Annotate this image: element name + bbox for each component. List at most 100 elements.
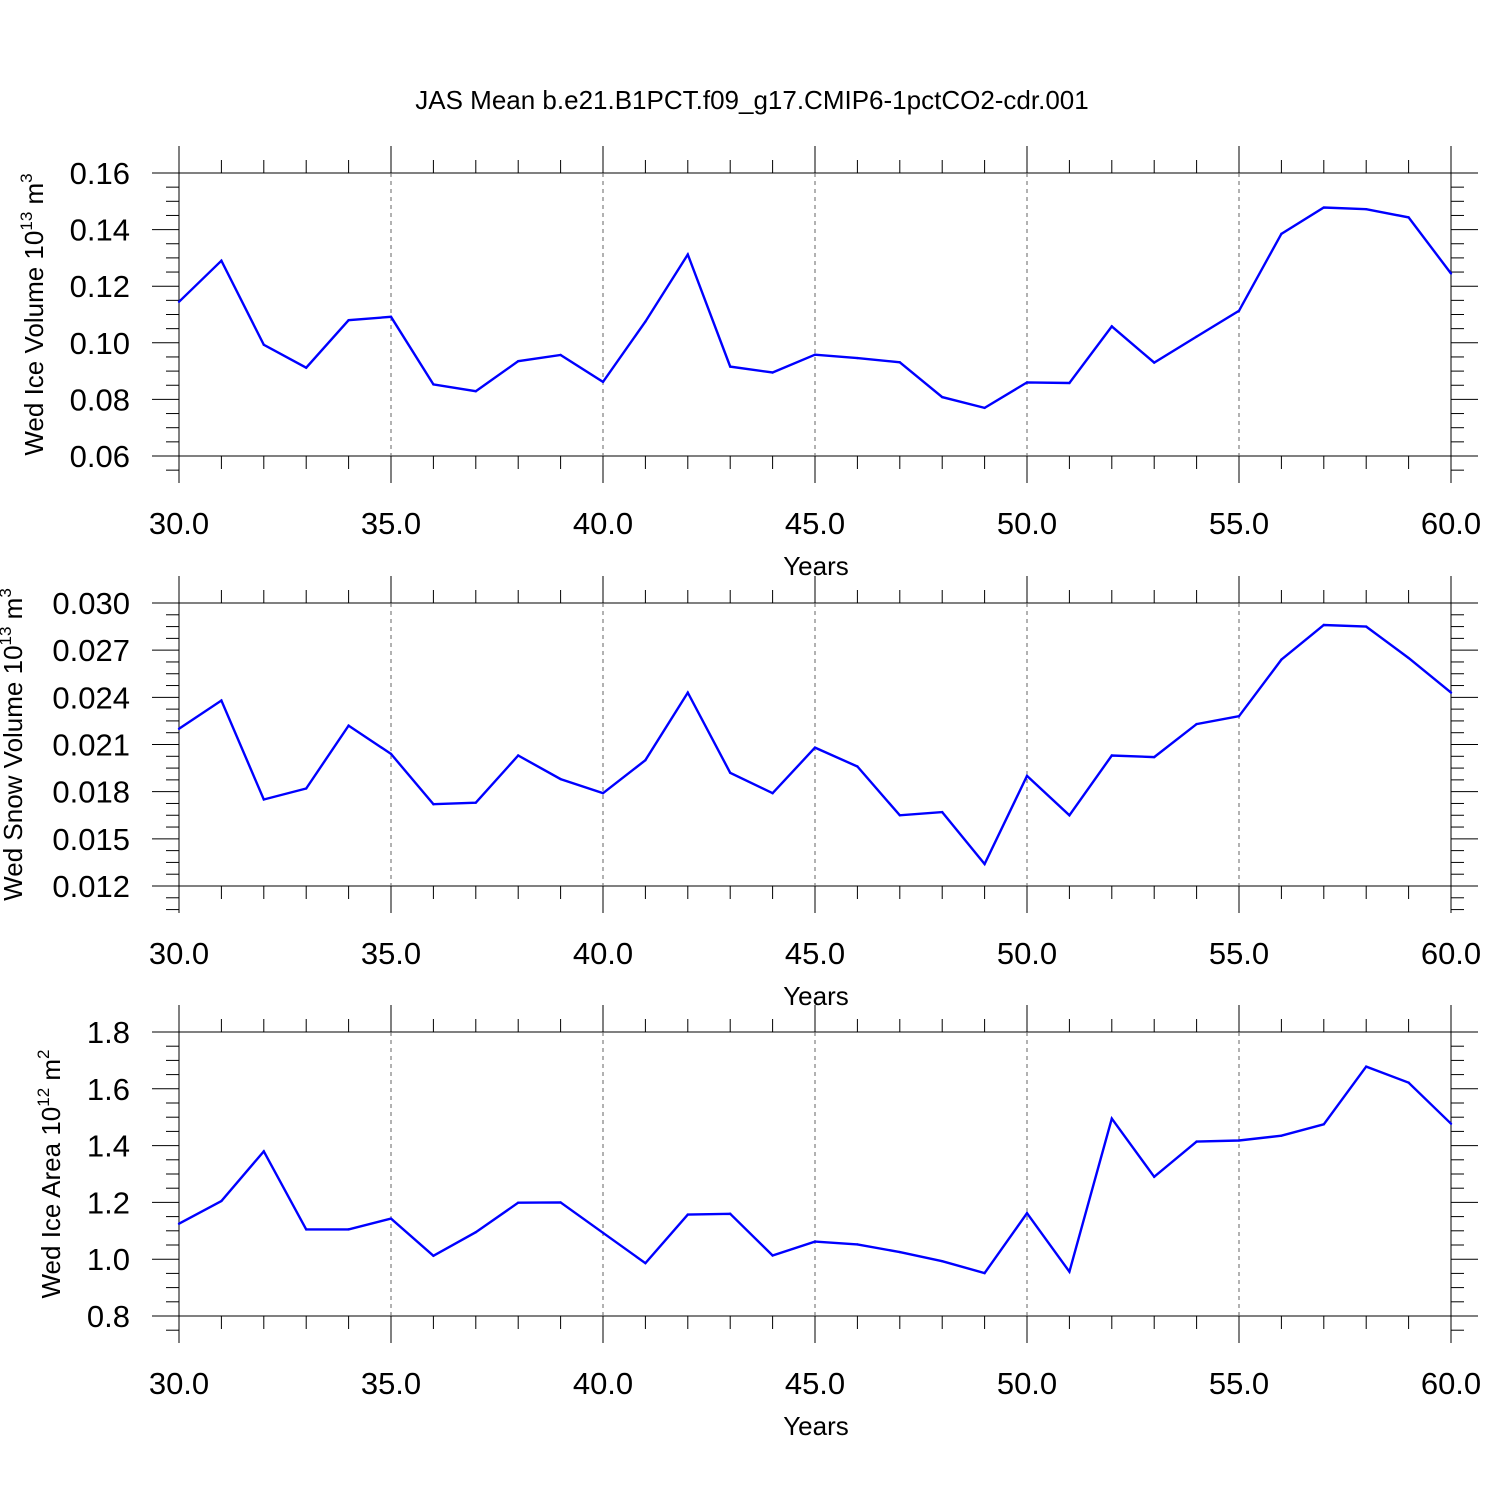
x-tick-label: 35.0 [361,506,421,541]
data-point [1153,1175,1156,1179]
x-tick-label: 35.0 [361,1366,421,1401]
data-point [1322,1123,1326,1126]
data-point [1365,208,1368,211]
data-point [474,1231,477,1234]
data-point [177,300,181,303]
y-axis-label: Wed Ice Volume 1013 m3 [17,173,49,455]
data-point [517,1201,520,1204]
data-point [559,777,562,781]
x-axis-label: Years [783,1411,849,1441]
data-point [1280,658,1283,661]
data-point [347,1228,350,1231]
data-point [177,727,181,730]
data-point [220,1199,223,1203]
data-point [1322,206,1326,209]
data-point [644,759,647,762]
data-point [1280,1134,1283,1137]
x-tick-label: 30.0 [149,1366,209,1401]
data-point [1025,774,1029,778]
data-point [686,1213,689,1216]
x-tick-label: 60.0 [1421,1366,1481,1401]
y-tick-label: 1.2 [87,1185,130,1220]
y-tick-label: 0.10 [70,326,130,361]
data-point [729,365,732,368]
data-point [347,318,350,322]
y-tick-label: 0.024 [52,680,130,715]
y-tick-label: 0.06 [70,439,130,474]
data-point [1068,381,1071,385]
data-point [983,406,986,410]
y-tick-label: 0.08 [70,382,130,417]
y-tick-label: 0.14 [70,213,130,248]
x-tick-label: 50.0 [997,1366,1057,1401]
data-point [1407,656,1410,660]
data-point [474,801,477,804]
x-tick-label: 30.0 [149,506,209,541]
data-point [517,359,520,363]
data-point [1365,1065,1368,1068]
data-point [813,746,817,749]
y-tick-label: 0.012 [52,869,130,904]
data-point [1195,722,1198,726]
data-point [856,765,859,768]
data-point [432,1254,435,1257]
x-tick-label: 45.0 [785,1366,845,1401]
data-point [898,1250,901,1254]
data-point [813,1240,817,1243]
y-tick-label: 0.027 [52,633,130,668]
data-point [1365,625,1368,628]
data-point [601,380,605,384]
data-point [1280,232,1283,236]
panel-2: 30.0 35.0 40.0 45.0 50.0 55.0 60.0 0.012 0.015 0.… [0,576,1481,1011]
y-axis-label: Wed Snow Volume 1013 m3 [0,588,28,901]
data-point [1110,1117,1114,1120]
data-point [305,787,308,790]
data-point [1110,325,1114,328]
data-point [856,1243,859,1246]
x-tick-label: 40.0 [573,1366,633,1401]
data-point [1153,755,1156,759]
x-tick-label: 50.0 [997,506,1057,541]
y-tick-label: 1.8 [87,1015,130,1050]
x-tick-label: 35.0 [361,936,421,971]
data-point [1237,309,1241,313]
data-point [686,253,689,256]
data-point [220,259,223,262]
data-point [1237,1139,1241,1142]
x-tick-label: 60.0 [1421,506,1481,541]
data-point [644,1261,647,1265]
data-point [1195,1140,1198,1143]
data-point [856,356,859,360]
data-point [1449,691,1453,694]
x-axis-label: Years [783,551,849,581]
data-point [983,862,986,866]
y-tick-label: 1.4 [87,1129,130,1164]
chart-title: JAS Mean b.e21.B1PCT.f09_g17.CMIP6-1pctC… [415,85,1088,115]
data-point [771,371,774,374]
y-tick-label: 0.015 [52,822,130,857]
data-point [1237,715,1241,718]
data-point [389,1217,393,1220]
x-tick-label: 45.0 [785,936,845,971]
data-point [389,315,393,318]
x-tick-label: 60.0 [1421,936,1481,971]
data-point [432,803,435,806]
x-tick-label: 55.0 [1209,506,1269,541]
data-point [432,383,435,386]
y-tick-label: 0.021 [52,728,130,763]
data-point [389,752,393,756]
data-point [729,771,732,774]
x-tick-label: 30.0 [149,936,209,971]
data-point [1407,216,1410,219]
data-point [1068,1270,1071,1273]
data-point [941,1259,944,1263]
data-point [262,343,265,346]
x-tick-label: 55.0 [1209,936,1269,971]
data-point [305,1228,308,1231]
x-tick-label: 45.0 [785,506,845,541]
y-tick-label: 0.16 [70,156,130,191]
data-point [601,1231,605,1234]
data-point [771,792,774,795]
data-point [262,1150,265,1153]
data-point [644,320,647,323]
